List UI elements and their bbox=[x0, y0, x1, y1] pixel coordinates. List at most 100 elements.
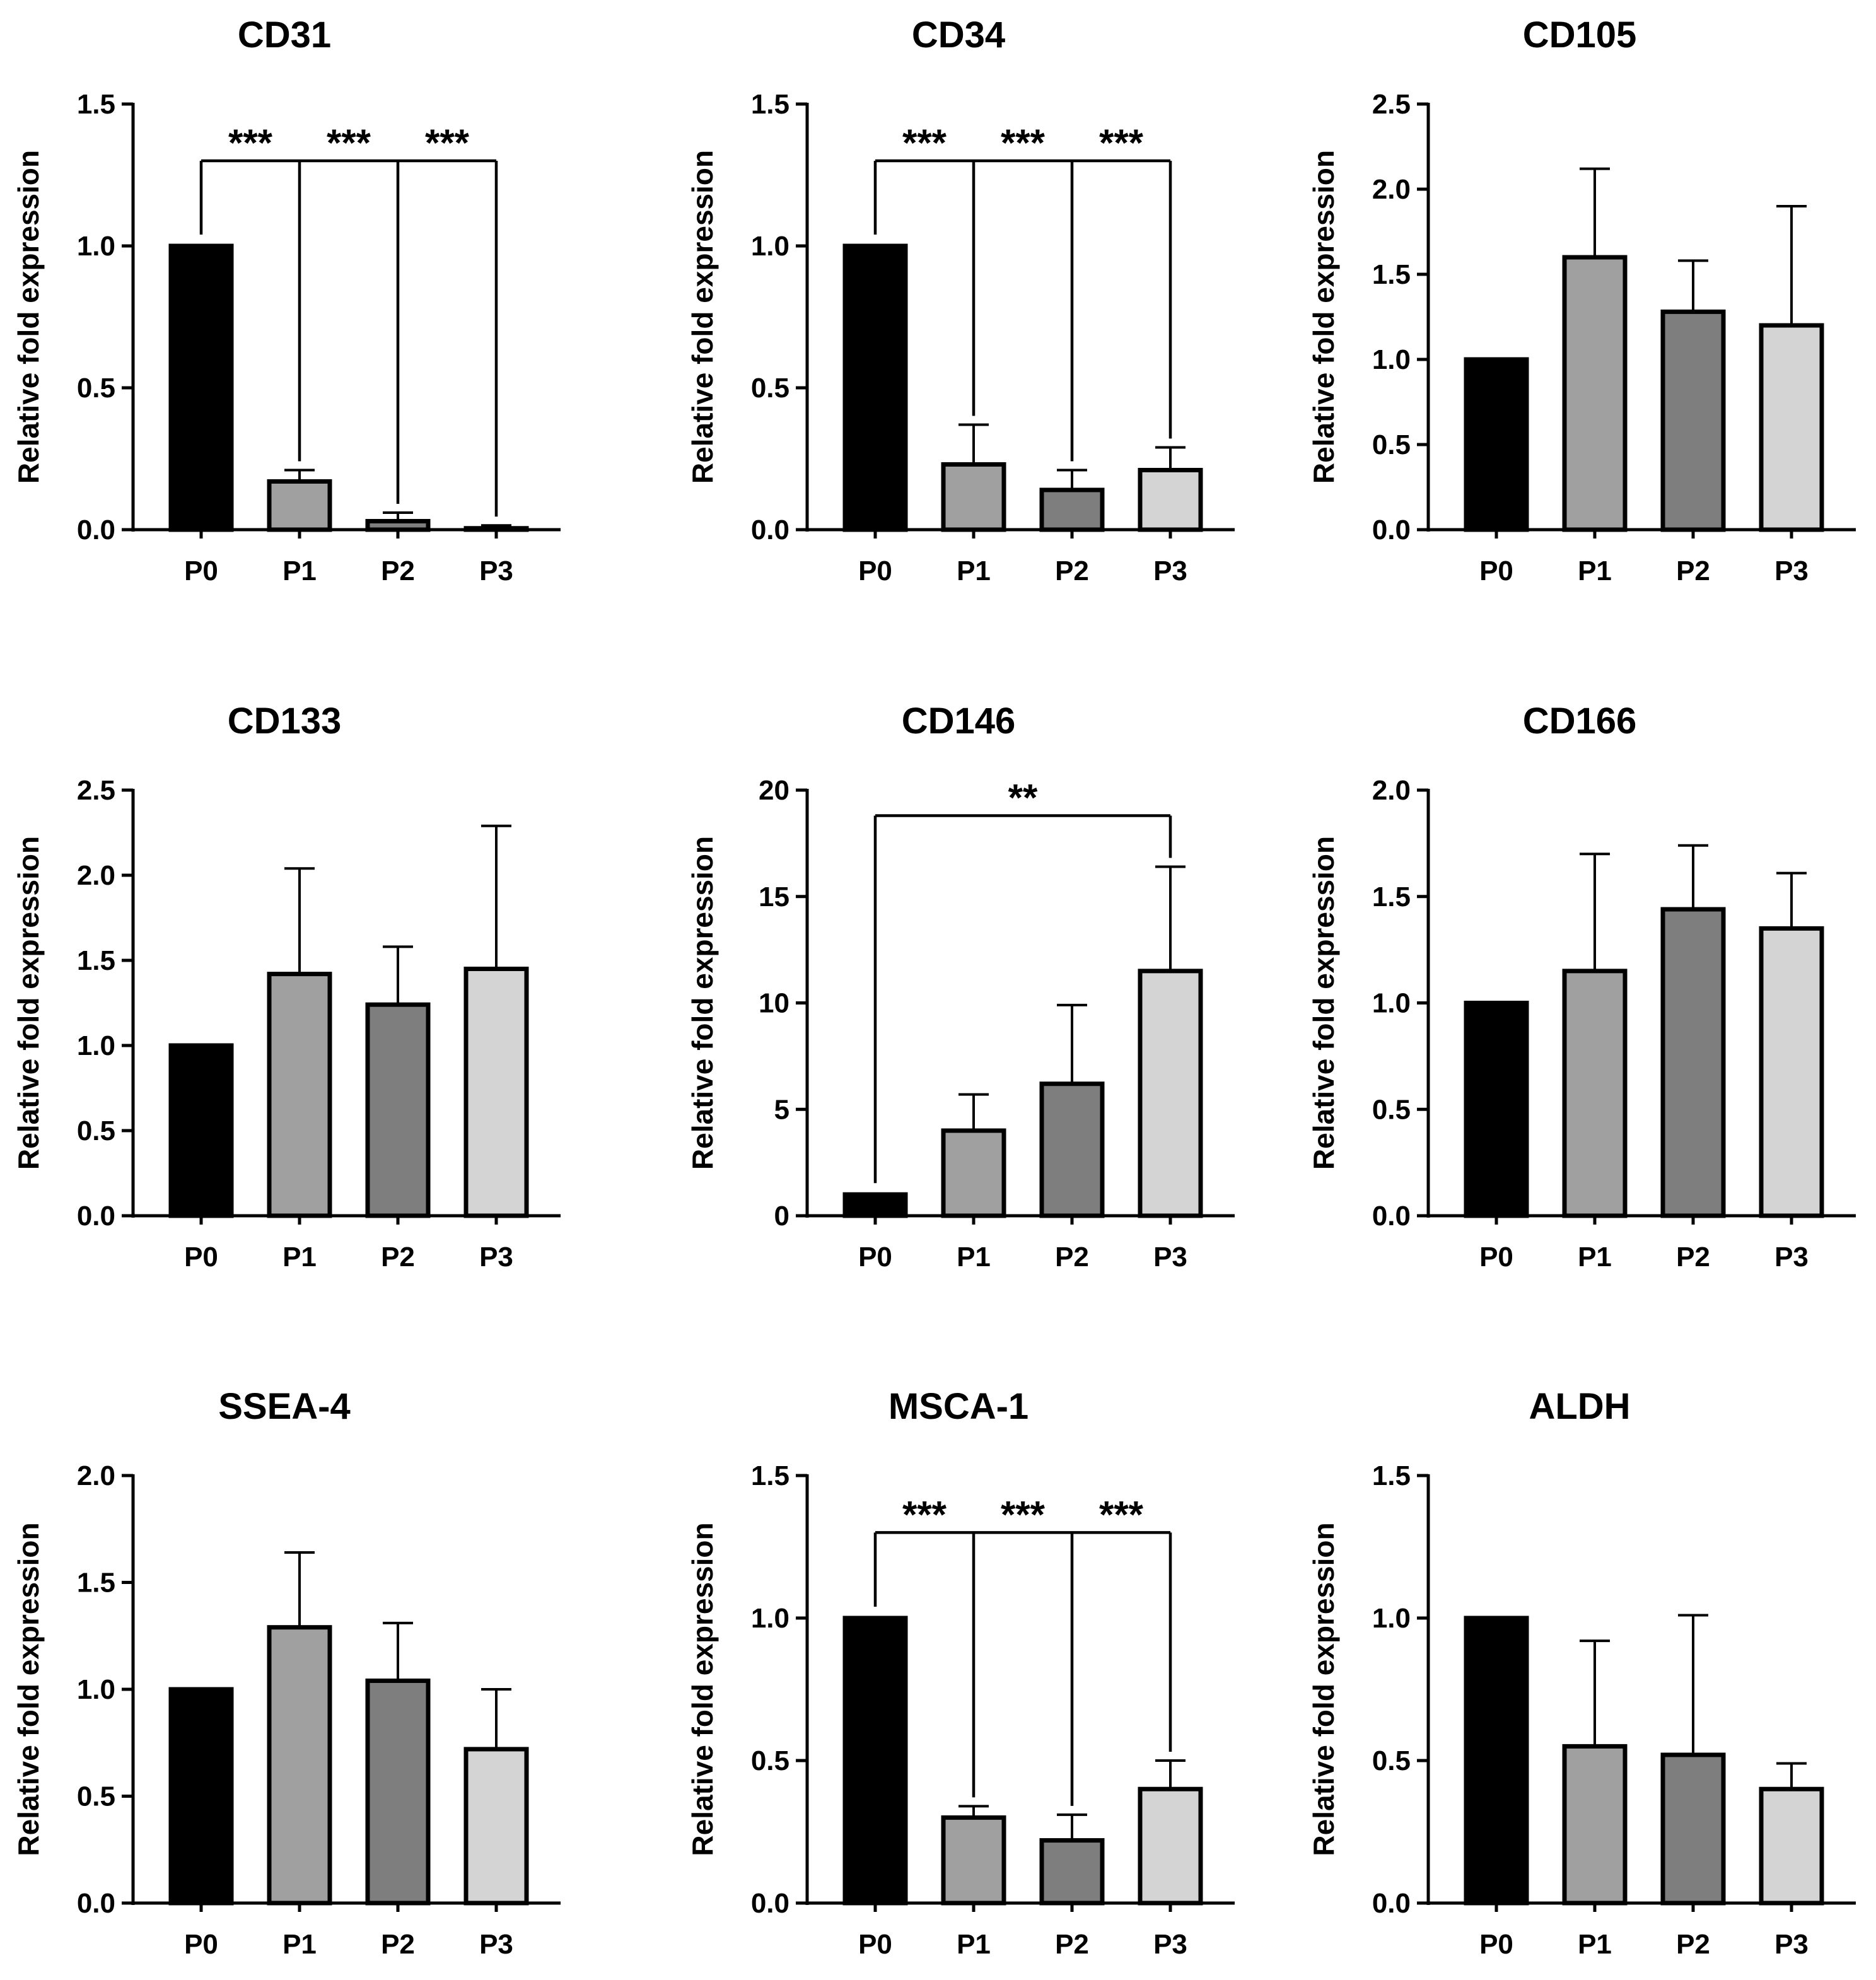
bar-p2 bbox=[1039, 1838, 1105, 1906]
y-tick-label: 0 bbox=[774, 1201, 789, 1232]
chart-title: ALDH bbox=[1529, 1386, 1630, 1427]
bar-p3 bbox=[1759, 1786, 1824, 1906]
x-tick-label: P1 bbox=[283, 1929, 317, 1960]
y-axis-label: Relative fold expression bbox=[1307, 836, 1340, 1170]
bar-p2 bbox=[1660, 907, 1726, 1218]
x-tick-label: P1 bbox=[1578, 1242, 1612, 1272]
bar-p3 bbox=[1759, 926, 1824, 1218]
panel-cd31: CD31 Relative fold expression P0 P1 P2 P3 0.0 0… bbox=[12, 15, 561, 586]
y-tick-label: 2.0 bbox=[1372, 174, 1411, 205]
y-axis-label: Relative fold expression bbox=[1307, 1522, 1340, 1856]
y-tick-label: 0.0 bbox=[751, 515, 789, 545]
bar-p1 bbox=[267, 1625, 332, 1906]
significance-label: *** bbox=[228, 122, 273, 164]
x-tick-label: P3 bbox=[479, 1242, 513, 1272]
bar-p0 bbox=[168, 1043, 234, 1218]
x-tick-label: P3 bbox=[1153, 1929, 1187, 1960]
y-tick-label: 1.0 bbox=[77, 1674, 115, 1705]
x-tick-label: P0 bbox=[1479, 1929, 1513, 1960]
bar-p0 bbox=[842, 1616, 908, 1906]
x-tick-label: P0 bbox=[1479, 556, 1513, 586]
bar-p0 bbox=[842, 1192, 908, 1218]
chart-title: SSEA-4 bbox=[218, 1386, 351, 1427]
bar-p0 bbox=[168, 1687, 234, 1906]
bar-p2 bbox=[365, 1678, 431, 1906]
x-tick-label: P0 bbox=[858, 556, 892, 586]
x-tick-label: P0 bbox=[184, 1929, 218, 1960]
y-tick-label: 0.0 bbox=[1372, 1888, 1411, 1919]
significance-label: *** bbox=[1001, 1493, 1046, 1535]
x-tick-label: P0 bbox=[184, 1242, 218, 1272]
y-tick-label: 0.0 bbox=[1372, 515, 1411, 545]
y-tick-label: 1.5 bbox=[77, 1568, 115, 1599]
y-tick-label: 5 bbox=[774, 1094, 789, 1125]
x-tick-label: P2 bbox=[1055, 1242, 1089, 1272]
y-tick-label: 0.5 bbox=[1372, 429, 1411, 460]
bar-p0 bbox=[168, 243, 234, 532]
y-axis-label: Relative fold expression bbox=[12, 836, 45, 1170]
x-tick-label: P2 bbox=[1676, 1929, 1710, 1960]
panel-cd166: CD166 Relative fold expression P0 P1 P2 P3 0.0… bbox=[1307, 701, 1856, 1272]
x-tick-label: P1 bbox=[1578, 1929, 1612, 1960]
y-tick-label: 0.5 bbox=[751, 373, 789, 404]
y-tick-label: 2.5 bbox=[77, 775, 115, 806]
y-axis-label: Relative fold expression bbox=[1307, 150, 1340, 484]
y-tick-label: 1.0 bbox=[1372, 1603, 1411, 1634]
y-axis-label: Relative fold expression bbox=[686, 836, 719, 1170]
y-tick-label: 1.5 bbox=[77, 89, 115, 120]
x-tick-label: P0 bbox=[858, 1929, 892, 1960]
bar-p3 bbox=[1138, 1786, 1203, 1906]
x-tick-label: P0 bbox=[184, 556, 218, 586]
bar-p1 bbox=[1562, 1744, 1628, 1906]
panel-cd34: CD34 Relative fold expression P0 P1 P2 P3 0.0 0… bbox=[686, 15, 1235, 586]
panel-ssea-4: SSEA-4 Relative fold expression P0 P1 P2 P3 0.… bbox=[12, 1386, 561, 1960]
panel-cd133: CD133 Relative fold expression P0 P1 P2 P3 0.0… bbox=[12, 701, 561, 1272]
bar-p2 bbox=[365, 1002, 431, 1218]
y-axis-label: Relative fold expression bbox=[12, 150, 45, 484]
chart-title: CD31 bbox=[238, 15, 331, 55]
chart-title: CD133 bbox=[228, 701, 342, 742]
y-tick-label: 0.0 bbox=[77, 1201, 115, 1232]
x-tick-label: P3 bbox=[1153, 1242, 1187, 1272]
bar-p1 bbox=[941, 1128, 1006, 1218]
x-tick-label: P3 bbox=[1774, 556, 1809, 586]
y-axis-label: Relative fold expression bbox=[686, 1522, 719, 1856]
panel-cd105: CD105 Relative fold expression P0 P1 P2 P3 0.0… bbox=[1307, 15, 1856, 586]
x-tick-label: P3 bbox=[479, 556, 513, 586]
y-axis-label: Relative fold expression bbox=[686, 150, 719, 484]
y-tick-label: 1.0 bbox=[77, 1030, 115, 1061]
x-tick-label: P1 bbox=[957, 556, 991, 586]
y-tick-label: 2.5 bbox=[1372, 89, 1411, 120]
chart-title: MSCA-1 bbox=[888, 1386, 1028, 1427]
y-tick-label: 2.0 bbox=[77, 1460, 115, 1491]
bar-p2 bbox=[1039, 487, 1105, 532]
significance-label: *** bbox=[425, 122, 470, 164]
bar-p3 bbox=[463, 1747, 529, 1906]
y-tick-label: 0.0 bbox=[77, 515, 115, 545]
bar-p0 bbox=[1464, 357, 1529, 532]
chart-title: CD34 bbox=[912, 15, 1005, 55]
y-tick-label: 0.5 bbox=[1372, 1745, 1411, 1776]
x-tick-label: P2 bbox=[1055, 556, 1089, 586]
x-tick-label: P1 bbox=[957, 1242, 991, 1272]
bar-p2 bbox=[1660, 309, 1726, 532]
y-tick-label: 0.5 bbox=[77, 1781, 115, 1812]
panel-cd146: CD146 Relative fold expression P0 P1 P2 P3 0 5 1… bbox=[686, 701, 1235, 1272]
bar-p1 bbox=[941, 462, 1006, 532]
significance-label: ** bbox=[1008, 777, 1038, 819]
y-tick-label: 1.0 bbox=[1372, 344, 1411, 375]
y-tick-label: 10 bbox=[759, 988, 789, 1019]
y-tick-label: 1.5 bbox=[77, 945, 115, 976]
bar-p3 bbox=[463, 967, 529, 1218]
y-tick-label: 1.5 bbox=[1372, 259, 1411, 290]
x-tick-label: P2 bbox=[1676, 1242, 1710, 1272]
chart-title: CD146 bbox=[902, 701, 1016, 742]
bar-p1 bbox=[1562, 255, 1628, 532]
bar-p0 bbox=[1464, 1001, 1529, 1218]
y-tick-label: 1.0 bbox=[77, 231, 115, 262]
y-tick-label: 1.0 bbox=[1372, 988, 1411, 1019]
significance-label: *** bbox=[902, 1493, 947, 1535]
x-tick-label: P1 bbox=[283, 556, 317, 586]
bar-p3 bbox=[1759, 323, 1824, 532]
x-tick-label: P1 bbox=[283, 1242, 317, 1272]
